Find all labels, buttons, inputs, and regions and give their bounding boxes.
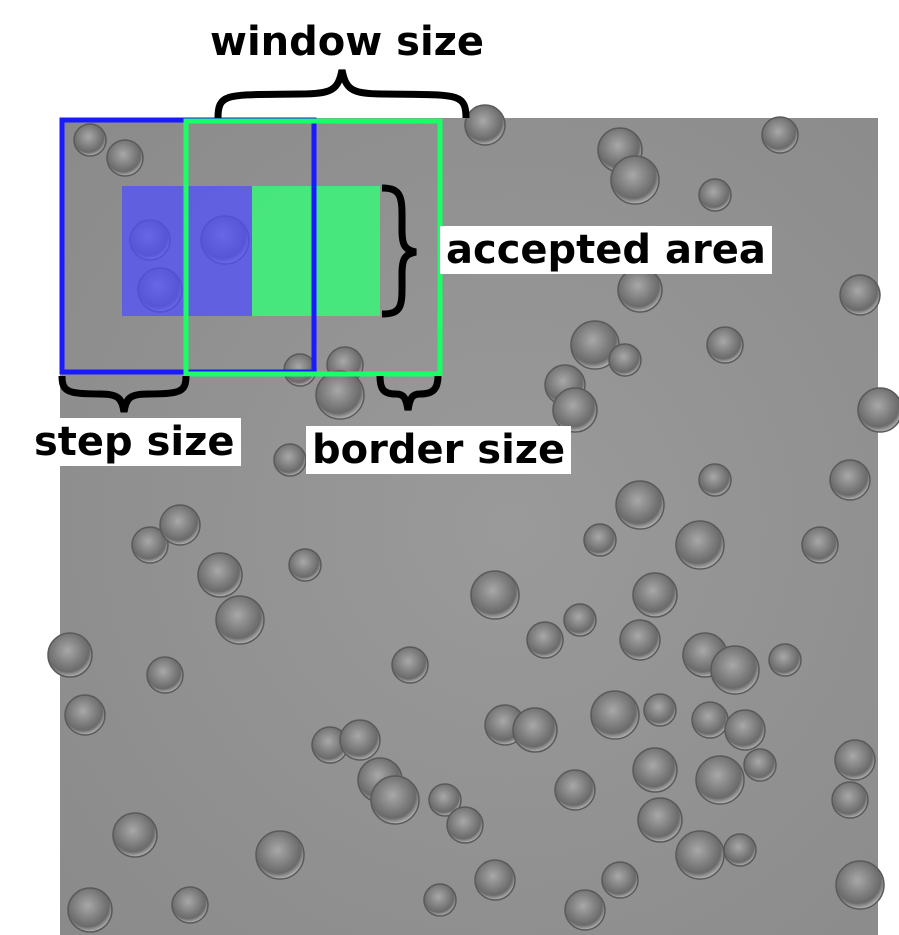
cell [839,274,881,316]
window-size-label: window size [210,19,485,65]
cell [370,775,420,825]
cell [428,783,462,817]
cell [470,570,520,620]
cell [632,747,678,793]
cell [273,443,307,477]
cell [159,504,201,546]
cell [675,830,725,880]
cell [464,104,506,146]
cell [615,480,665,530]
cell [112,812,158,858]
cell [801,526,839,564]
cell [423,883,457,917]
accepted-area-label: accepted area [440,226,772,274]
cell [64,694,106,736]
cell [171,886,209,924]
cell [831,781,869,819]
cell [474,859,516,901]
cell [643,693,677,727]
cell [698,463,732,497]
cell [619,619,661,661]
cell [706,326,744,364]
cell [106,139,144,177]
cell [131,526,169,564]
cell [723,833,757,867]
cell [608,343,642,377]
cell [695,755,745,805]
cell [637,797,683,843]
cell [554,769,596,811]
cell [339,719,381,761]
cell [675,520,725,570]
cell [73,123,107,157]
cell [255,830,305,880]
cell [590,690,640,740]
cell [698,178,732,212]
cell [691,701,729,739]
border-size-label: border size [306,426,572,474]
cell [768,643,802,677]
cell [315,370,365,420]
cell [857,387,899,433]
cell [67,887,113,933]
cell [601,861,639,899]
cell [761,116,799,154]
cell [47,632,93,678]
cell [215,595,265,645]
window-size-brace [214,69,470,119]
step-size-brace [58,375,190,413]
cell [724,709,766,751]
cell [446,806,484,844]
cell [834,739,876,781]
cell [526,621,564,659]
cell [288,548,322,582]
cell [391,646,429,684]
cell [564,889,606,931]
cell [146,656,184,694]
cell [610,155,660,205]
cell [835,860,885,910]
cell [632,572,678,618]
step-size-label: step size [28,418,241,466]
accepted-area-brace [381,184,417,318]
cell [563,603,597,637]
cell [829,459,871,501]
cell [197,552,243,598]
cell [710,645,760,695]
cell [583,523,617,557]
cell [617,267,663,313]
cell [743,748,777,782]
border-size-brace [376,375,442,411]
cell [512,707,558,753]
cell [552,387,598,433]
